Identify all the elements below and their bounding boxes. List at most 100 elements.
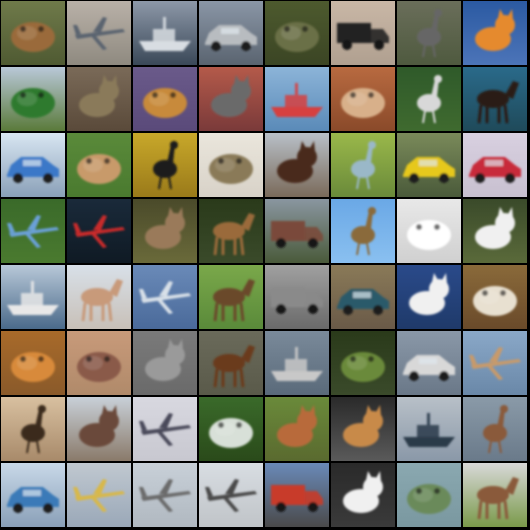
photo-subject [7, 487, 59, 513]
thumbnail-airplane [199, 463, 263, 527]
photo-subject [11, 88, 55, 118]
photo-subject [73, 17, 125, 50]
thumbnail-bird [397, 67, 461, 131]
thumbnail-automobile [1, 463, 65, 527]
thumbnail-deer [265, 397, 329, 461]
thumbnail-image [265, 463, 329, 527]
photo-subject [205, 479, 257, 512]
photo-subject [209, 418, 253, 448]
thumbnail-image [397, 463, 461, 527]
photo-subject [271, 347, 323, 381]
photo-subject [403, 157, 455, 183]
thumbnail-image [67, 199, 131, 263]
thumbnail-image [199, 1, 263, 65]
thumbnail-image [397, 199, 461, 263]
photo-subject [7, 157, 59, 183]
photo-subject [275, 22, 319, 52]
thumbnail-truck [265, 265, 329, 329]
photo-subject [417, 9, 442, 58]
thumbnail-image [265, 397, 329, 461]
thumbnail-image [199, 199, 263, 263]
thumbnail-image [463, 67, 527, 131]
thumbnail-image [133, 265, 197, 329]
thumbnail-image [133, 463, 197, 527]
photo-subject [73, 479, 125, 512]
thumbnail-cat [67, 67, 131, 131]
thumbnail-image [397, 133, 461, 197]
thumbnail-image [133, 199, 197, 263]
photo-subject [143, 88, 187, 118]
thumbnail-frog [1, 331, 65, 395]
thumbnail-image [199, 133, 263, 197]
thumbnail-image [265, 133, 329, 197]
thumbnail-frog [397, 463, 461, 527]
thumbnail-dog [463, 199, 527, 263]
thumbnail-image [397, 265, 461, 329]
thumbnail-cat [331, 463, 395, 527]
thumbnail-frog [67, 133, 131, 197]
thumbnail-automobile [463, 133, 527, 197]
thumbnail-deer [67, 397, 131, 461]
thumbnail-frog [133, 67, 197, 131]
photo-subject [337, 23, 389, 50]
thumbnail-image [67, 463, 131, 527]
thumbnail-truck [265, 463, 329, 527]
thumbnail-airplane [67, 463, 131, 527]
photo-subject [139, 413, 191, 446]
photo-subject [11, 22, 55, 52]
thumbnail-horse [199, 331, 263, 395]
photo-subject [477, 477, 519, 520]
photo-subject [341, 88, 385, 118]
photo-subject [483, 405, 508, 454]
photo-subject [7, 215, 59, 248]
thumbnail-image [463, 397, 527, 461]
thumbnail-image [331, 265, 395, 329]
thumbnail-deer [463, 463, 527, 527]
thumbnail-frog [199, 397, 263, 461]
thumbnail-image [463, 463, 527, 527]
thumbnail-ship [397, 397, 461, 461]
photo-subject [211, 75, 251, 117]
photo-subject [475, 9, 515, 51]
thumbnail-airplane [67, 199, 131, 263]
thumbnail-frog [67, 331, 131, 395]
thumbnail-image [265, 67, 329, 131]
thumbnail-airplane [1, 199, 65, 263]
photo-subject [139, 479, 191, 512]
thumbnail-automobile [331, 265, 395, 329]
thumbnail-deer [199, 199, 263, 263]
thumbnail-image [397, 1, 461, 65]
thumbnail-image [1, 67, 65, 131]
thumbnail-image [1, 331, 65, 395]
thumbnail-automobile [1, 133, 65, 197]
photo-subject [409, 273, 449, 315]
photo-subject [77, 352, 121, 382]
photo-subject [473, 286, 517, 316]
photo-subject [343, 471, 383, 513]
thumbnail-horse [199, 265, 263, 329]
thumbnail-truck [331, 1, 395, 65]
photo-subject [145, 339, 185, 381]
thumbnail-image [463, 265, 527, 329]
thumbnail-frog [331, 331, 395, 395]
photo-subject [139, 17, 191, 51]
thumbnail-airplane [133, 265, 197, 329]
thumbnail-image [133, 331, 197, 395]
thumbnail-ship [1, 265, 65, 329]
thumbnail-image [265, 199, 329, 263]
photo-subject [271, 485, 323, 512]
photo-subject [79, 405, 119, 447]
thumbnail-image [199, 463, 263, 527]
thumbnail-horse [67, 265, 131, 329]
thumbnail-image [199, 331, 263, 395]
thumbnail-image [331, 67, 395, 131]
thumbnail-ship [265, 67, 329, 131]
photo-subject [271, 221, 323, 248]
thumbnail-bird [331, 199, 395, 263]
thumbnail-image [67, 331, 131, 395]
thumbnail-dog [397, 265, 461, 329]
thumbnail-image [199, 397, 263, 461]
thumbnail-image [1, 397, 65, 461]
thumbnail-image [463, 1, 527, 65]
photo-subject [79, 75, 119, 117]
